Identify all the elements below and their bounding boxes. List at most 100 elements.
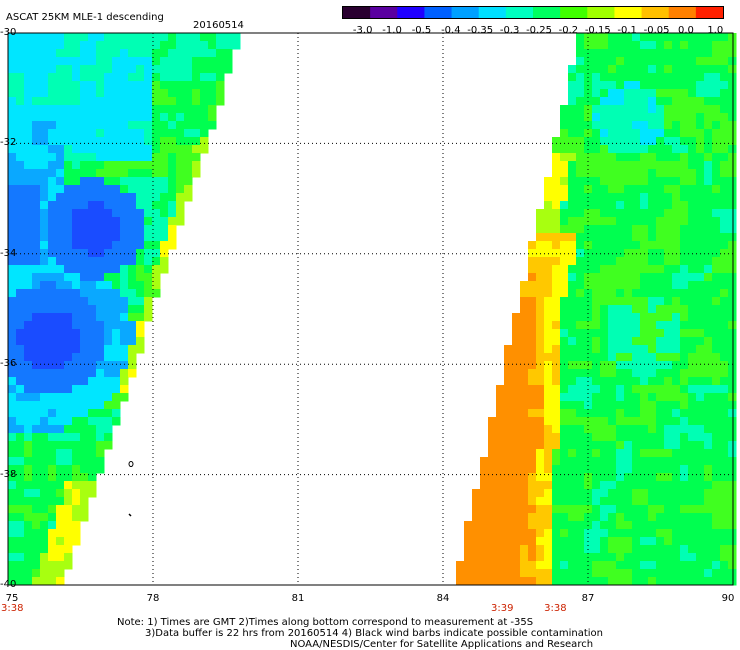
swath-cell (576, 201, 585, 210)
swath-cell (64, 497, 73, 506)
swath-cell (632, 505, 641, 514)
swath-cell (8, 401, 17, 410)
swath-cell (648, 369, 657, 378)
swath-cell (600, 353, 609, 362)
swath-cell (688, 225, 697, 234)
swath-cell (640, 353, 649, 362)
swath-cell (48, 561, 57, 570)
swath-cell (152, 185, 161, 194)
swath-cell (528, 425, 537, 434)
swath-cell (720, 313, 729, 322)
swath-cell (48, 113, 57, 122)
swath-cell (592, 425, 601, 434)
swath-cell (184, 105, 193, 114)
swath-cell (528, 281, 537, 290)
swath-cell (696, 161, 705, 170)
swath-cell (680, 577, 689, 586)
swath-cell (664, 241, 673, 250)
swath-cell (712, 81, 721, 90)
swath-cell (640, 417, 649, 426)
swath-cell (24, 81, 33, 90)
swath-cell (544, 449, 553, 458)
swath-cell (208, 41, 217, 50)
swath-cell (560, 449, 569, 458)
swath-cell (16, 81, 25, 90)
swath-cell (728, 177, 737, 186)
swath-cell (8, 337, 17, 346)
swath-cell (688, 393, 697, 402)
swath-cell (24, 305, 33, 314)
swath-cell (104, 273, 113, 282)
swath-cell (16, 521, 25, 530)
swath-cell (40, 193, 49, 202)
swath-cell (696, 545, 705, 554)
swath-cell (624, 393, 633, 402)
swath-cell (520, 481, 529, 490)
swath-cell (680, 73, 689, 82)
swath-cell (536, 569, 545, 578)
swath-cell (120, 185, 129, 194)
swath-cell (184, 169, 193, 178)
swath-cell (8, 201, 17, 210)
swath-cell (88, 65, 97, 74)
swath-cell (24, 425, 33, 434)
swath-cell (720, 185, 729, 194)
swath-cell (664, 577, 673, 586)
swath-cell (24, 145, 33, 154)
swath-cell (112, 337, 121, 346)
swath-cell (488, 465, 497, 474)
swath-cell (144, 209, 153, 218)
swath-cell (160, 57, 169, 66)
swath-cell (704, 297, 713, 306)
swath-cell (160, 129, 169, 138)
swath-cell (192, 169, 201, 178)
swath-cell (56, 345, 65, 354)
swath-cell (8, 225, 17, 234)
swath-cell (56, 401, 65, 410)
swath-cell (112, 409, 121, 418)
swath-cell (8, 409, 17, 418)
swath-cell (496, 449, 505, 458)
swath-cell (544, 417, 553, 426)
swath-cell (96, 457, 105, 466)
swath-cell (632, 385, 641, 394)
swath-cell (680, 529, 689, 538)
swath-cell (728, 377, 737, 386)
swath-cell (120, 233, 129, 242)
swath-cell (728, 369, 737, 378)
swath-cell (40, 329, 49, 338)
swath-cell (136, 73, 145, 82)
swath-cell (680, 353, 689, 362)
swath-cell (680, 249, 689, 258)
swath-cell (712, 569, 721, 578)
swath-cell (728, 289, 737, 298)
swath-cell (720, 481, 729, 490)
swath-cell (24, 433, 33, 442)
swath-cell (632, 553, 641, 562)
swath-cell (592, 185, 601, 194)
swath-cell (88, 257, 97, 266)
swath-cell (720, 105, 729, 114)
swath-cell (128, 305, 137, 314)
swath-cell (120, 97, 129, 106)
swath-cell (168, 225, 177, 234)
time-label: 3:39 (491, 603, 514, 614)
swath-cell (680, 273, 689, 282)
swath-cell (728, 529, 737, 538)
swath-cell (104, 329, 113, 338)
swath-cell (200, 121, 209, 130)
swath-cell (616, 321, 625, 330)
swath-cell (632, 561, 641, 570)
swath-cell (208, 65, 217, 74)
swath-cell (712, 49, 721, 58)
swath-cell (520, 353, 529, 362)
swath-cell (192, 153, 201, 162)
colorbar-swatch (424, 7, 453, 18)
swath-cell (568, 433, 577, 442)
swath-cell (680, 145, 689, 154)
swath-cell (616, 465, 625, 474)
swath-cell (592, 329, 601, 338)
swath-cell (568, 473, 577, 482)
swath-cell (552, 321, 561, 330)
swath-cell (648, 417, 657, 426)
